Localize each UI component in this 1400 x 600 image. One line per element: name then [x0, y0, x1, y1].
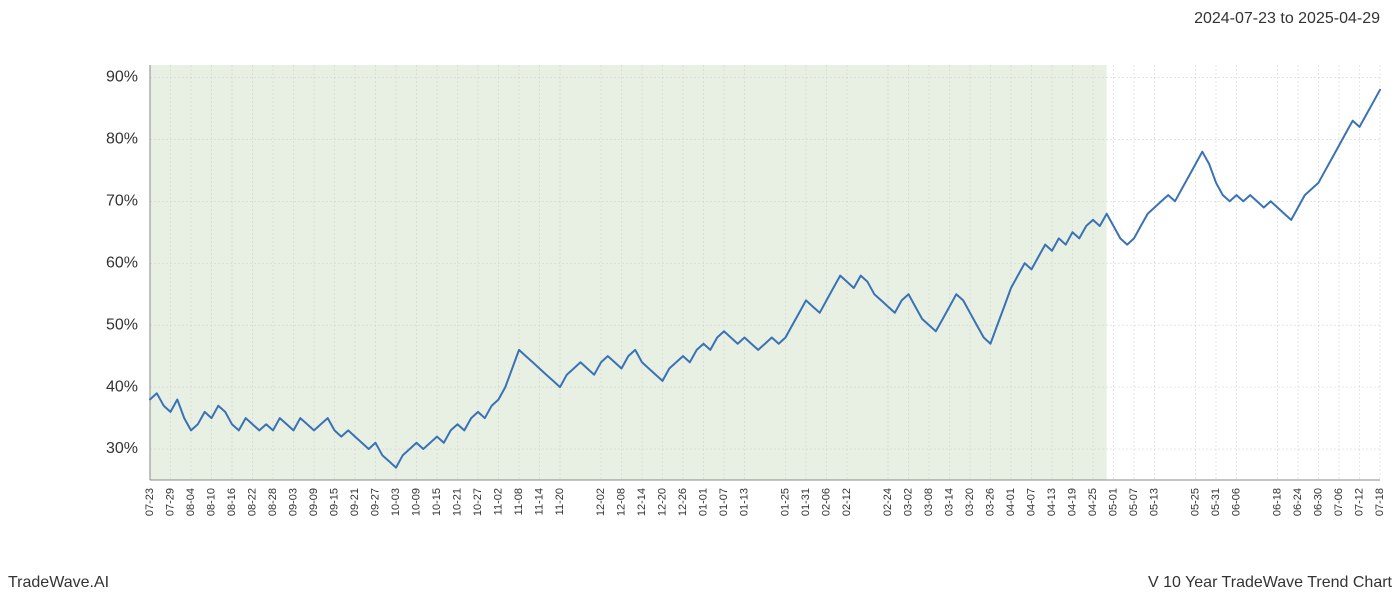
- x-tick-label: 06-06: [1230, 488, 1242, 516]
- x-tick-label: 06-18: [1271, 488, 1283, 516]
- x-tick-label: 07-23: [144, 488, 156, 516]
- x-tick-label: 08-04: [185, 488, 197, 516]
- x-tick-label: 09-15: [328, 488, 340, 516]
- y-tick-label: 30%: [106, 440, 138, 457]
- x-tick-label: 08-16: [226, 488, 238, 516]
- x-tick-label: 04-25: [1087, 488, 1099, 516]
- x-tick-label: 12-20: [656, 488, 668, 516]
- x-tick-label: 10-15: [431, 488, 443, 516]
- x-tick-label: 09-27: [369, 488, 381, 516]
- x-tick-label: 03-14: [943, 488, 955, 516]
- y-tick-label: 80%: [106, 131, 138, 148]
- x-tick-label: 07-29: [164, 488, 176, 516]
- x-tick-label: 06-24: [1292, 488, 1304, 516]
- x-tick-label: 06-30: [1312, 488, 1324, 516]
- x-tick-label: 01-31: [800, 488, 812, 516]
- x-tick-label: 02-12: [841, 488, 853, 516]
- x-tick-label: 03-02: [902, 488, 914, 516]
- x-tick-label: 09-09: [308, 488, 320, 516]
- x-tick-label: 11-02: [492, 488, 504, 515]
- x-tick-label: 03-26: [984, 488, 996, 516]
- y-tick-label: 90%: [106, 69, 138, 86]
- y-tick-label: 60%: [106, 254, 138, 271]
- x-tick-label: 01-07: [718, 488, 730, 516]
- footer-chart-title: V 10 Year TradeWave Trend Chart: [1148, 574, 1392, 592]
- trend-chart: 30% 40% 50% 60% 70% 80% 90% 07-23 07-29 08-04 08-1…: [0, 45, 1400, 560]
- x-tick-label: 05-07: [1128, 488, 1140, 516]
- x-tick-label: 03-08: [923, 488, 935, 516]
- x-tick-label: 05-31: [1210, 488, 1222, 516]
- x-tick-label: 08-22: [246, 488, 258, 516]
- x-tick-label: 11-08: [513, 488, 525, 515]
- chart-container: 30% 40% 50% 60% 70% 80% 90% 07-23 07-29 08-04 08-1…: [0, 45, 1400, 560]
- x-tick-label: 11-20: [554, 488, 566, 515]
- x-tick-label: 09-03: [287, 488, 299, 516]
- x-tick-label: 12-02: [595, 488, 607, 516]
- x-tick-label: 04-07: [1025, 488, 1037, 516]
- x-tick-label: 12-08: [615, 488, 627, 516]
- x-tick-label: 09-21: [349, 488, 361, 516]
- x-tick-label: 01-13: [738, 488, 750, 516]
- x-tick-label: 10-21: [451, 488, 463, 516]
- x-tick-label: 07-18: [1374, 488, 1386, 516]
- x-tick-label: 03-20: [964, 488, 976, 516]
- x-tick-label: 07-06: [1333, 488, 1345, 516]
- x-tick-label: 04-01: [1005, 488, 1017, 516]
- x-tick-label: 01-25: [779, 488, 791, 516]
- x-tick-label: 12-26: [677, 488, 689, 516]
- x-tick-label: 02-06: [820, 488, 832, 516]
- x-tick-label: 07-12: [1353, 488, 1365, 516]
- x-tick-label: 10-27: [472, 488, 484, 516]
- x-tick-label: 10-09: [410, 488, 422, 516]
- y-tick-label: 40%: [106, 378, 138, 395]
- y-tick-label: 50%: [106, 316, 138, 333]
- x-tick-label: 05-01: [1107, 488, 1119, 516]
- x-tick-label: 10-03: [390, 488, 402, 516]
- y-tick-label: 70%: [106, 192, 138, 209]
- x-tick-label: 04-13: [1046, 488, 1058, 516]
- x-tick-label: 11-14: [533, 488, 545, 515]
- x-tick-label: 12-14: [636, 488, 648, 516]
- x-tick-label: 01-01: [697, 488, 709, 516]
- footer-brand: TradeWave.AI: [8, 574, 109, 592]
- x-tick-label: 05-25: [1189, 488, 1201, 516]
- date-range-label: 2024-07-23 to 2025-04-29: [1194, 10, 1380, 28]
- x-tick-label: 08-10: [205, 488, 217, 516]
- x-tick-label: 08-28: [267, 488, 279, 516]
- x-tick-label: 04-19: [1066, 488, 1078, 516]
- x-tick-label: 05-13: [1148, 488, 1160, 516]
- x-tick-label: 02-24: [882, 488, 894, 516]
